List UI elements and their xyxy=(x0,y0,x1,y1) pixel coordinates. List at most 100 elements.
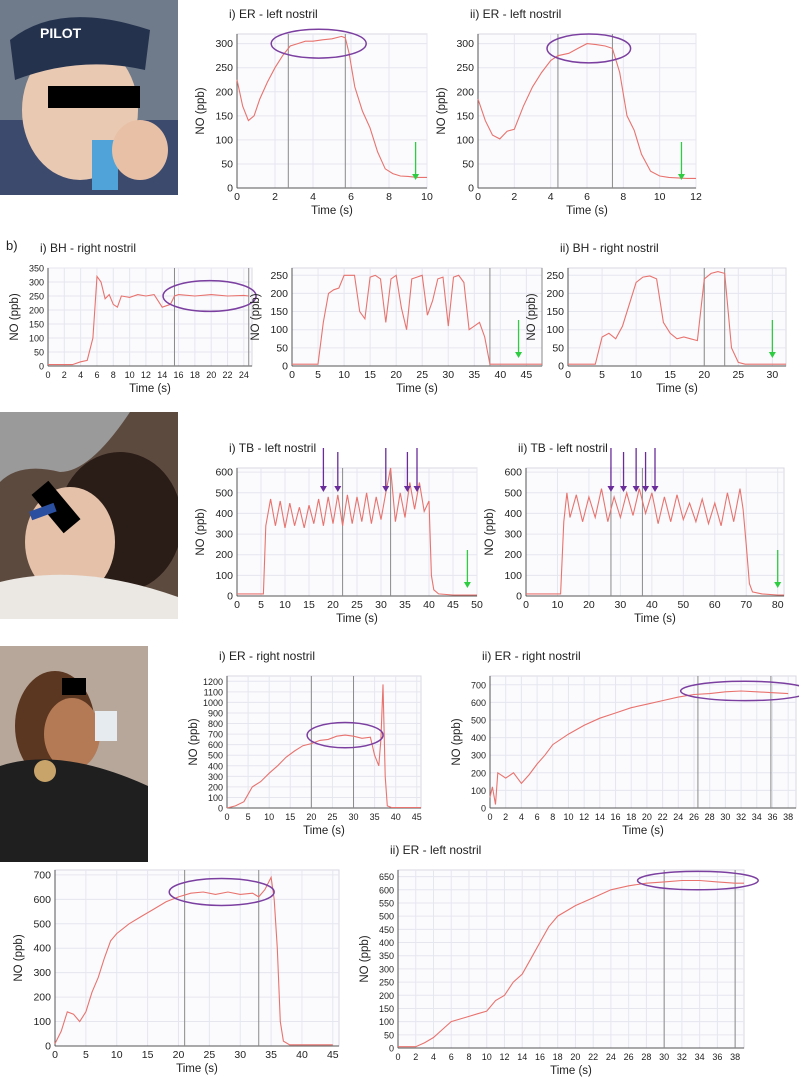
plot-area xyxy=(489,675,797,809)
x-tick-label: 24 xyxy=(606,1052,616,1062)
y-tick-label: 400 xyxy=(208,761,223,771)
green-arrow-head xyxy=(768,352,776,358)
series-line xyxy=(477,43,696,179)
y-tick-label: 450 xyxy=(379,925,394,935)
x-tick-label: 16 xyxy=(535,1052,545,1062)
purple-arrow-head xyxy=(642,486,650,492)
x-tick-label: 15 xyxy=(285,812,295,822)
x-tick-label: 24 xyxy=(673,812,683,822)
x-tick-label: 40 xyxy=(391,812,401,822)
series-line xyxy=(292,274,542,365)
x-tick-label: 80 xyxy=(772,599,784,611)
x-tick-label: 25 xyxy=(732,369,744,381)
x-axis-label: Time (s) xyxy=(550,1065,592,1077)
x-tick-label: 6 xyxy=(584,191,590,203)
y-axis-label: NO (ppb) xyxy=(484,508,496,555)
x-tick-label: 10 xyxy=(482,1052,492,1062)
x-tick-label: 5 xyxy=(246,812,251,822)
x-tick-label: 4 xyxy=(431,1052,436,1062)
series-line xyxy=(236,35,427,178)
y-tick-label: 100 xyxy=(33,1016,51,1028)
x-axis-label: Time (s) xyxy=(396,383,438,395)
y-tick-label: 250 xyxy=(215,62,233,74)
x-tick-label: 12 xyxy=(579,812,589,822)
x-tick-label: 0 xyxy=(487,812,492,822)
y-tick-label: 200 xyxy=(456,86,474,98)
y-tick-label: 100 xyxy=(215,570,233,582)
series-line xyxy=(237,467,477,596)
y-axis-label: NO (ppb) xyxy=(188,718,200,765)
x-tick-label: 10 xyxy=(630,369,642,381)
y-tick-label: 0 xyxy=(481,804,486,814)
x-tick-label: 6 xyxy=(535,812,540,822)
y-tick-label: 200 xyxy=(270,288,288,300)
x-tick-label: 40 xyxy=(423,599,435,611)
x-tick-label: 26 xyxy=(689,812,699,822)
series-line xyxy=(489,690,789,805)
y-tick-label: 300 xyxy=(504,529,522,541)
y-tick-label: 500 xyxy=(33,918,51,930)
x-tick-label: 35 xyxy=(468,369,480,381)
x-tick-label: 35 xyxy=(399,599,411,611)
y-tick-label: 100 xyxy=(29,334,44,344)
plot-area xyxy=(236,33,428,189)
y-tick-label: 100 xyxy=(215,134,233,146)
y-axis-label: NO (ppb) xyxy=(250,293,262,340)
y-tick-label: 650 xyxy=(379,872,394,882)
plateau-ellipse xyxy=(162,279,257,313)
x-tick-label: 4 xyxy=(78,370,83,380)
y-tick-label: 700 xyxy=(471,680,486,690)
chart-d2: 0 2 4 6 8 10 12 14 16 18 20 22 24 26 28 30 32 34 36 3801002… xyxy=(451,649,799,837)
x-tick-label: 34 xyxy=(752,812,762,822)
chart-title: ii) TB - left nostril xyxy=(518,441,608,455)
plot-area xyxy=(567,267,787,367)
green-arrow-head xyxy=(515,352,523,358)
y-tick-label: 400 xyxy=(33,943,51,955)
plot-area xyxy=(54,869,340,1047)
x-tick-label: 20 xyxy=(570,1052,580,1062)
chart-e1: 0 5 10 15 20 25 30 35 40 45 0 100 200 300 400 500 600 700… xyxy=(13,843,340,1075)
x-tick-label: 20 xyxy=(583,599,595,611)
x-axis-label: Time (s) xyxy=(622,825,664,837)
x-tick-label: 22 xyxy=(588,1052,598,1062)
y-tick-label: 50 xyxy=(552,342,564,354)
x-tick-label: 2 xyxy=(272,191,278,203)
series-line xyxy=(526,488,784,596)
y-tick-label: 300 xyxy=(471,751,486,761)
x-tick-label: 50 xyxy=(471,599,483,611)
y-tick-label: 300 xyxy=(29,278,44,288)
x-tick-label: 0 xyxy=(395,1052,400,1062)
x-tick-label: 30 xyxy=(442,369,454,381)
x-tick-label: 30 xyxy=(375,599,387,611)
x-tick-label: 12 xyxy=(690,191,702,203)
y-tick-label: 250 xyxy=(379,978,394,988)
y-tick-label: 0 xyxy=(516,591,522,603)
x-tick-label: 22 xyxy=(658,812,668,822)
y-tick-label: 0 xyxy=(558,361,564,373)
x-tick-label: 8 xyxy=(386,191,392,203)
plateau-ellipse xyxy=(679,680,799,702)
x-tick-label: 45 xyxy=(327,1049,339,1061)
x-tick-label: 38 xyxy=(730,1052,740,1062)
y-tick-label: 50 xyxy=(276,342,288,354)
x-axis-label: Time (s) xyxy=(176,1063,218,1075)
x-tick-label: 12 xyxy=(141,370,151,380)
x-tick-label: 30 xyxy=(234,1049,246,1061)
chart-b1: 0 2 4 6 8 10 12 14 16 18 20 22 240501001502002503003… xyxy=(9,241,257,395)
y-tick-label: 500 xyxy=(379,912,394,922)
y-tick-label: 500 xyxy=(208,751,223,761)
purple-arrow-head xyxy=(632,486,640,492)
x-tick-label: 6 xyxy=(94,370,99,380)
y-tick-label: 1000 xyxy=(203,698,223,708)
y-tick-label: 350 xyxy=(379,951,394,961)
x-tick-label: 2 xyxy=(503,812,508,822)
x-tick-label: 2 xyxy=(511,191,517,203)
plot-area xyxy=(226,675,422,809)
chart-b3: 0 5 10 15 20 25 30 0 50 100 150 200 250 Time (s) NO (p… xyxy=(526,241,787,395)
chart-title: ii) ER - right nostril xyxy=(482,649,581,663)
y-axis-label: NO (ppb) xyxy=(9,293,21,340)
y-axis-label: NO (ppb) xyxy=(195,508,207,555)
x-tick-label: 8 xyxy=(111,370,116,380)
green-arrow-head xyxy=(677,174,685,180)
